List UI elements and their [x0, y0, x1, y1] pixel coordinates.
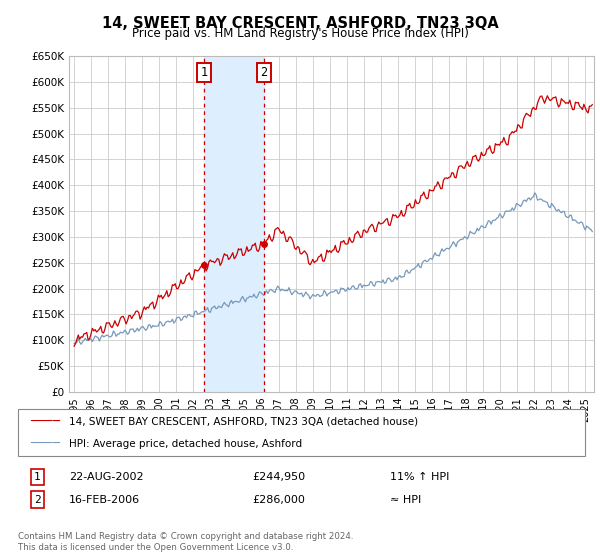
Text: 14, SWEET BAY CRESCENT, ASHFORD, TN23 3QA (detached house): 14, SWEET BAY CRESCENT, ASHFORD, TN23 3Q…	[69, 416, 418, 426]
Text: 11% ↑ HPI: 11% ↑ HPI	[390, 472, 449, 482]
Text: ────: ────	[30, 414, 60, 428]
Text: Contains HM Land Registry data © Crown copyright and database right 2024.
This d: Contains HM Land Registry data © Crown c…	[18, 532, 353, 552]
Text: 1: 1	[201, 66, 208, 79]
Text: ≈ HPI: ≈ HPI	[390, 494, 421, 505]
Text: 1: 1	[34, 472, 41, 482]
Text: Price paid vs. HM Land Registry's House Price Index (HPI): Price paid vs. HM Land Registry's House …	[131, 27, 469, 40]
Text: 22-AUG-2002: 22-AUG-2002	[69, 472, 143, 482]
Text: HPI: Average price, detached house, Ashford: HPI: Average price, detached house, Ashf…	[69, 438, 302, 449]
Text: 2: 2	[260, 66, 267, 79]
Bar	[205, 56, 263, 392]
Text: 16-FEB-2006: 16-FEB-2006	[69, 494, 140, 505]
Text: £286,000: £286,000	[252, 494, 305, 505]
Text: 14, SWEET BAY CRESCENT, ASHFORD, TN23 3QA: 14, SWEET BAY CRESCENT, ASHFORD, TN23 3Q…	[101, 16, 499, 31]
Text: ────: ────	[30, 437, 60, 450]
Text: £244,950: £244,950	[252, 472, 305, 482]
Text: 2: 2	[34, 494, 41, 505]
